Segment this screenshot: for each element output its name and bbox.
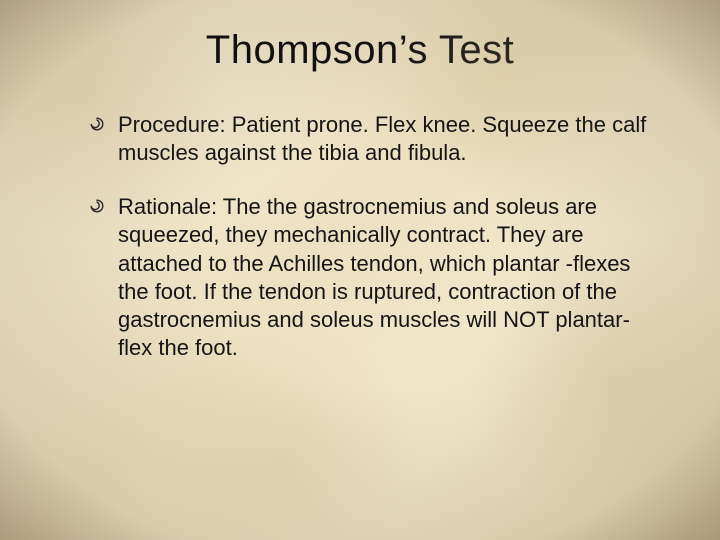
slide: Thompson’s Test Procedure: Patient prone…	[0, 0, 720, 540]
bullet-text: Rationale: The the gastrocnemius and sol…	[118, 194, 630, 360]
bullet-item: Rationale: The the gastrocnemius and sol…	[90, 193, 650, 362]
slide-title: Thompson’s Test	[60, 28, 660, 73]
bullet-item: Procedure: Patient prone. Flex knee. Squ…	[90, 111, 650, 167]
swirl-icon	[90, 117, 104, 131]
bullet-text: Procedure: Patient prone. Flex knee. Squ…	[118, 112, 646, 165]
swirl-icon	[90, 199, 104, 213]
bullet-list: Procedure: Patient prone. Flex knee. Squ…	[60, 111, 660, 362]
